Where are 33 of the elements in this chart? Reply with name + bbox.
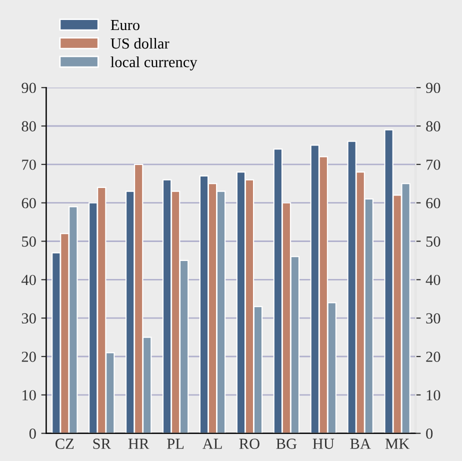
x-tick-label: BG <box>276 438 297 449</box>
y-tick-label: 50 <box>22 236 36 247</box>
legend-label: local currency <box>110 56 198 70</box>
y-tick-label: 20 <box>22 352 36 362</box>
legend-label: US dollar <box>110 38 170 49</box>
y-tick-label: 40 <box>22 274 36 286</box>
y2-tick-label: 70 <box>426 160 440 170</box>
y2-tick-label: 40 <box>426 274 440 286</box>
y2-tick-label: 90 <box>426 82 440 94</box>
y-tick-label: 90 <box>22 82 36 94</box>
x-tick-label: BA <box>350 438 371 449</box>
x-tick-label: HU <box>312 438 334 449</box>
y2-tick-label: 30 <box>426 313 440 324</box>
y-tick-label: 30 <box>22 313 36 324</box>
y2-tick-label: 60 <box>426 198 440 208</box>
x-tick-label: RO <box>239 438 260 449</box>
legend-label: Euro <box>110 20 140 30</box>
y2-tick-label: 0 <box>426 428 433 439</box>
y2-tick-label: 80 <box>426 121 440 132</box>
x-tick-label: SR <box>93 438 111 449</box>
x-tick-label: HR <box>128 438 150 449</box>
y-tick-label: 80 <box>22 121 36 132</box>
x-tick-label: CZ <box>56 438 74 449</box>
y-tick-label: 10 <box>22 390 36 400</box>
y-tick-label: 60 <box>22 198 36 208</box>
y2-tick-label: 10 <box>426 390 440 400</box>
x-tick-label: AL <box>202 438 222 449</box>
x-tick-label: PL <box>167 438 184 449</box>
y-tick-label: 70 <box>22 160 36 170</box>
y2-tick-label: 20 <box>426 352 440 362</box>
y2-tick-label: 50 <box>426 236 440 247</box>
x-tick-label: MK <box>385 438 410 449</box>
y-tick-label: 0 <box>29 428 36 439</box>
